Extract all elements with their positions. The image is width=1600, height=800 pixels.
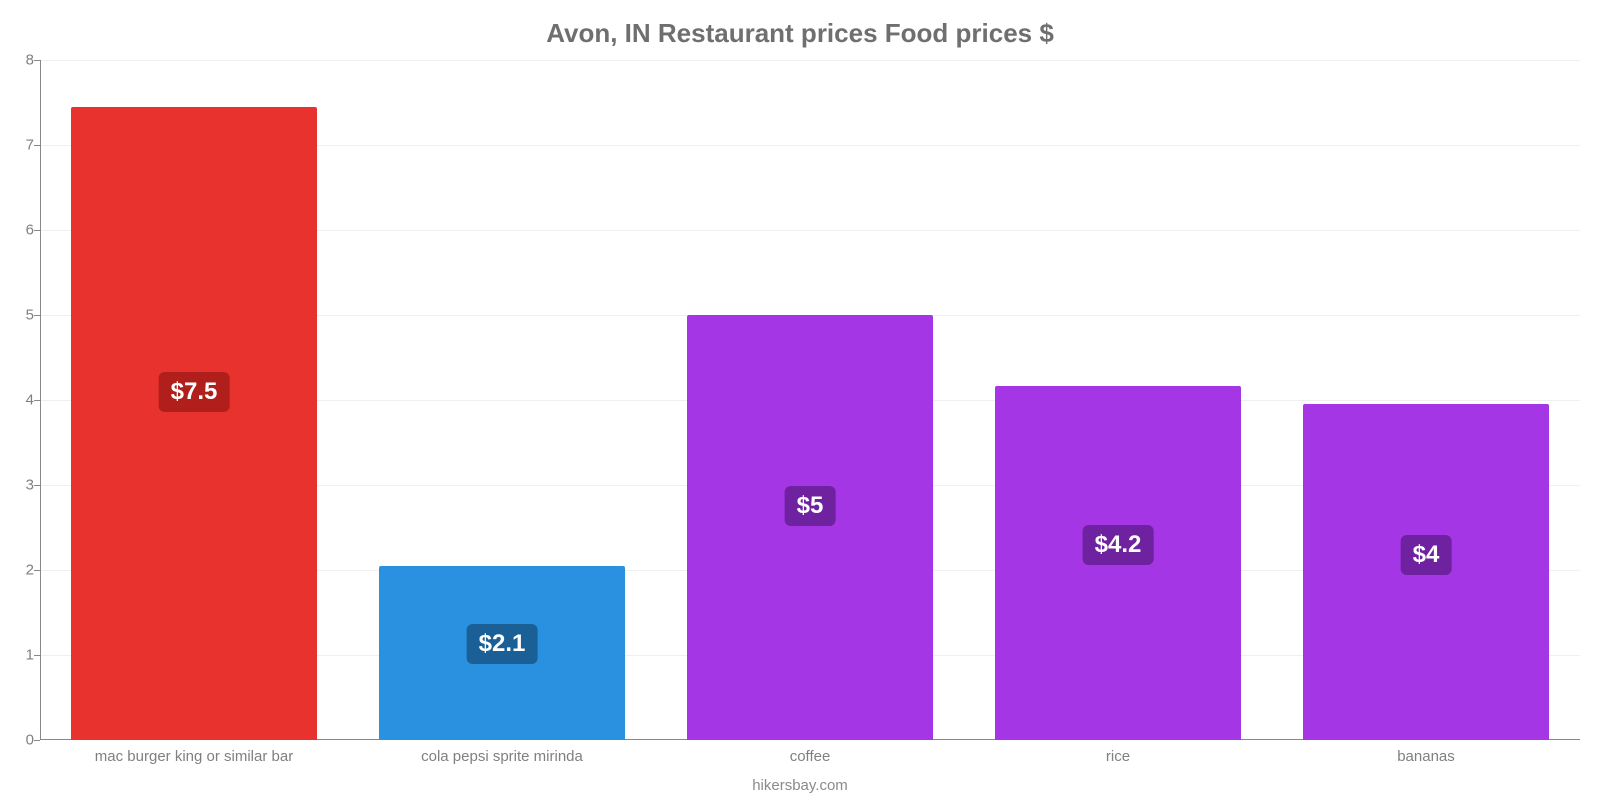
x-tick-label: rice xyxy=(1106,748,1130,765)
bar-slot: $7.5mac burger king or similar bar xyxy=(40,60,348,740)
value-badge: $2.1 xyxy=(467,624,538,664)
y-tick-label: 2 xyxy=(0,562,34,579)
chart-title: Avon, IN Restaurant prices Food prices $ xyxy=(0,18,1600,49)
price-bar-chart: Avon, IN Restaurant prices Food prices $… xyxy=(0,0,1600,800)
value-badge: $4 xyxy=(1401,535,1452,575)
y-tick-label: 7 xyxy=(0,137,34,154)
y-tick-label: 3 xyxy=(0,477,34,494)
x-tick-label: mac burger king or similar bar xyxy=(95,748,293,765)
x-tick-label: cola pepsi sprite mirinda xyxy=(421,748,583,765)
y-tick-label: 0 xyxy=(0,732,34,749)
bar-slot: $2.1cola pepsi sprite mirinda xyxy=(348,60,656,740)
value-badge: $5 xyxy=(785,486,836,526)
y-tick xyxy=(34,230,40,231)
y-tick xyxy=(34,145,40,146)
bar-slot: $4bananas xyxy=(1272,60,1580,740)
bar-slot: $4.2rice xyxy=(964,60,1272,740)
x-tick-label: bananas xyxy=(1397,748,1455,765)
y-tick-label: 4 xyxy=(0,392,34,409)
attribution-text: hikersbay.com xyxy=(0,777,1600,794)
value-badge: $7.5 xyxy=(159,372,230,412)
y-tick xyxy=(34,315,40,316)
y-tick xyxy=(34,400,40,401)
bar xyxy=(687,315,933,740)
y-tick-label: 8 xyxy=(0,52,34,69)
bar xyxy=(71,107,317,740)
x-tick-label: coffee xyxy=(790,748,831,765)
y-tick xyxy=(34,570,40,571)
y-tick xyxy=(34,655,40,656)
y-tick-label: 6 xyxy=(0,222,34,239)
value-badge: $4.2 xyxy=(1083,525,1154,565)
bars-layer: $7.5mac burger king or similar bar$2.1co… xyxy=(40,60,1580,740)
y-tick xyxy=(34,60,40,61)
bar-slot: $5coffee xyxy=(656,60,964,740)
y-tick xyxy=(34,485,40,486)
y-tick-label: 5 xyxy=(0,307,34,324)
y-tick xyxy=(34,740,40,741)
y-tick-label: 1 xyxy=(0,647,34,664)
plot-area: $7.5mac burger king or similar bar$2.1co… xyxy=(40,60,1580,740)
